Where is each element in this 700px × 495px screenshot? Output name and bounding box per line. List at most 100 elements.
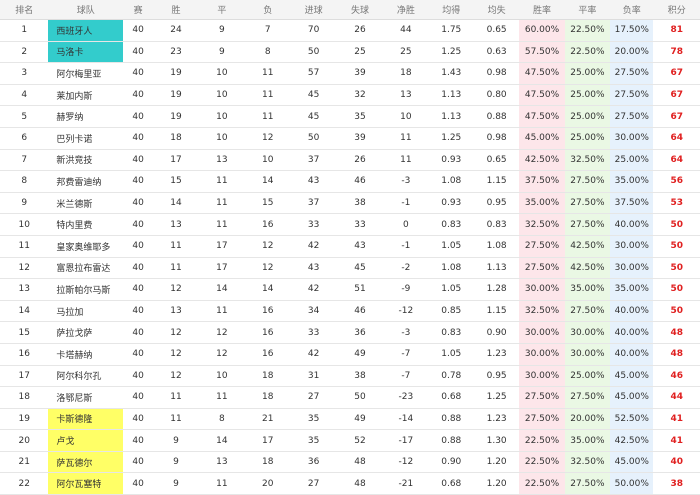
cell: 52 — [336, 429, 384, 452]
cell: 40 — [123, 451, 154, 474]
cell: 30.00% — [610, 257, 654, 280]
cell: 40 — [123, 429, 154, 452]
cell: 0.85 — [428, 300, 474, 323]
table-row: 8 邦费雷迪纳 40 15 11 14 43 46 -3 1.08 1.15 37.50% 27.50%… — [0, 170, 700, 193]
cell: 35 — [290, 408, 337, 431]
cell: 11 — [198, 472, 246, 495]
cell: 30.00% — [519, 321, 565, 344]
cell: 45.00% — [519, 127, 565, 150]
team-cell: 邦费雷迪纳 — [48, 170, 124, 193]
cell: 21 — [0, 451, 49, 474]
cell: 35.00% — [519, 192, 565, 215]
cell: 0.93 — [428, 192, 474, 215]
cell: 17.50% — [610, 19, 654, 42]
team-cell: 卡斯德隆 — [48, 408, 124, 431]
cell: 47.50% — [519, 84, 565, 107]
cell: 45 — [336, 257, 384, 280]
cell: 33 — [336, 213, 384, 236]
cell: 20.00% — [610, 41, 654, 64]
cell: 0.98 — [473, 127, 520, 150]
cell: 46 — [653, 365, 700, 388]
cell: 52.50% — [610, 408, 654, 431]
header-cell: 赛 — [123, 0, 154, 20]
cell: 38 — [336, 192, 384, 215]
cell: 9 — [153, 451, 199, 474]
cell: 50 — [653, 213, 700, 236]
cell: 32.50% — [519, 213, 565, 236]
header-cell: 胜 — [153, 0, 199, 20]
cell: 10 — [198, 127, 246, 150]
cell: 45.00% — [610, 451, 654, 474]
cell: 50 — [653, 300, 700, 323]
cell: 1.05 — [428, 343, 474, 366]
cell: 30.00% — [610, 235, 654, 258]
cell: -23 — [383, 386, 429, 409]
cell: 12 — [198, 321, 246, 344]
cell: 39 — [336, 62, 384, 85]
cell: 46 — [336, 170, 384, 193]
cell: 8 — [245, 41, 291, 64]
cell: 53 — [653, 192, 700, 215]
cell: 43 — [290, 257, 337, 280]
cell: 16 — [245, 321, 291, 344]
cell: 20.00% — [564, 408, 611, 431]
cell: 12 — [153, 321, 199, 344]
cell: 40 — [123, 365, 154, 388]
header-cell: 失球 — [336, 0, 384, 20]
cell: 1.13 — [473, 257, 520, 280]
cell: 30.00% — [519, 343, 565, 366]
cell: 40 — [123, 472, 154, 495]
cell: 27.50% — [564, 300, 611, 323]
cell: 50 — [653, 278, 700, 301]
cell: 48 — [336, 451, 384, 474]
cell: 14 — [153, 192, 199, 215]
cell: 40 — [123, 300, 154, 323]
cell: 40 — [123, 149, 154, 172]
cell: 0.78 — [428, 365, 474, 388]
cell: 0.98 — [473, 62, 520, 85]
cell: 64 — [653, 127, 700, 150]
cell: 49 — [336, 343, 384, 366]
cell: 17 — [153, 149, 199, 172]
cell: 42 — [290, 278, 337, 301]
cell: 6 — [0, 127, 49, 150]
cell: 27.50% — [519, 408, 565, 431]
cell: 22 — [0, 472, 49, 495]
cell: 22.50% — [564, 19, 611, 42]
cell: 12 — [245, 235, 291, 258]
cell: 42.50% — [564, 257, 611, 280]
table-row: 11 皇家奥维耶多 40 11 17 12 42 43 -1 1.05 1.08 27.50% 42.5… — [0, 235, 700, 258]
cell: 23 — [153, 41, 199, 64]
cell: 50.00% — [610, 472, 654, 495]
cell: 50 — [290, 41, 337, 64]
cell: 1.43 — [428, 62, 474, 85]
cell: 1.75 — [428, 19, 474, 42]
cell: 11 — [198, 170, 246, 193]
team-cell: 卡塔赫纳 — [48, 343, 124, 366]
cell: 5 — [0, 105, 49, 128]
cell: 40 — [123, 235, 154, 258]
cell: 0.83 — [428, 321, 474, 344]
cell: 33 — [290, 213, 337, 236]
cell: 12 — [0, 257, 49, 280]
cell: 40 — [123, 127, 154, 150]
cell: 35.00% — [564, 429, 611, 452]
cell: 25.00% — [564, 84, 611, 107]
cell: 1.13 — [428, 84, 474, 107]
cell: 35.00% — [564, 278, 611, 301]
cell: 0.65 — [473, 149, 520, 172]
team-cell: 特内里费 — [48, 213, 124, 236]
cell: 1.23 — [473, 343, 520, 366]
cell: 43 — [290, 170, 337, 193]
cell: -21 — [383, 472, 429, 495]
header-cell: 胜率 — [519, 0, 565, 20]
cell: 37.50% — [610, 192, 654, 215]
cell: 9 — [198, 41, 246, 64]
cell: 27.50% — [564, 386, 611, 409]
team-cell: 马洛卡 — [48, 41, 124, 64]
cell: 36 — [336, 321, 384, 344]
cell: 50 — [290, 127, 337, 150]
cell: 70 — [290, 19, 337, 42]
cell: 30.00% — [564, 343, 611, 366]
cell: 11 — [383, 127, 429, 150]
